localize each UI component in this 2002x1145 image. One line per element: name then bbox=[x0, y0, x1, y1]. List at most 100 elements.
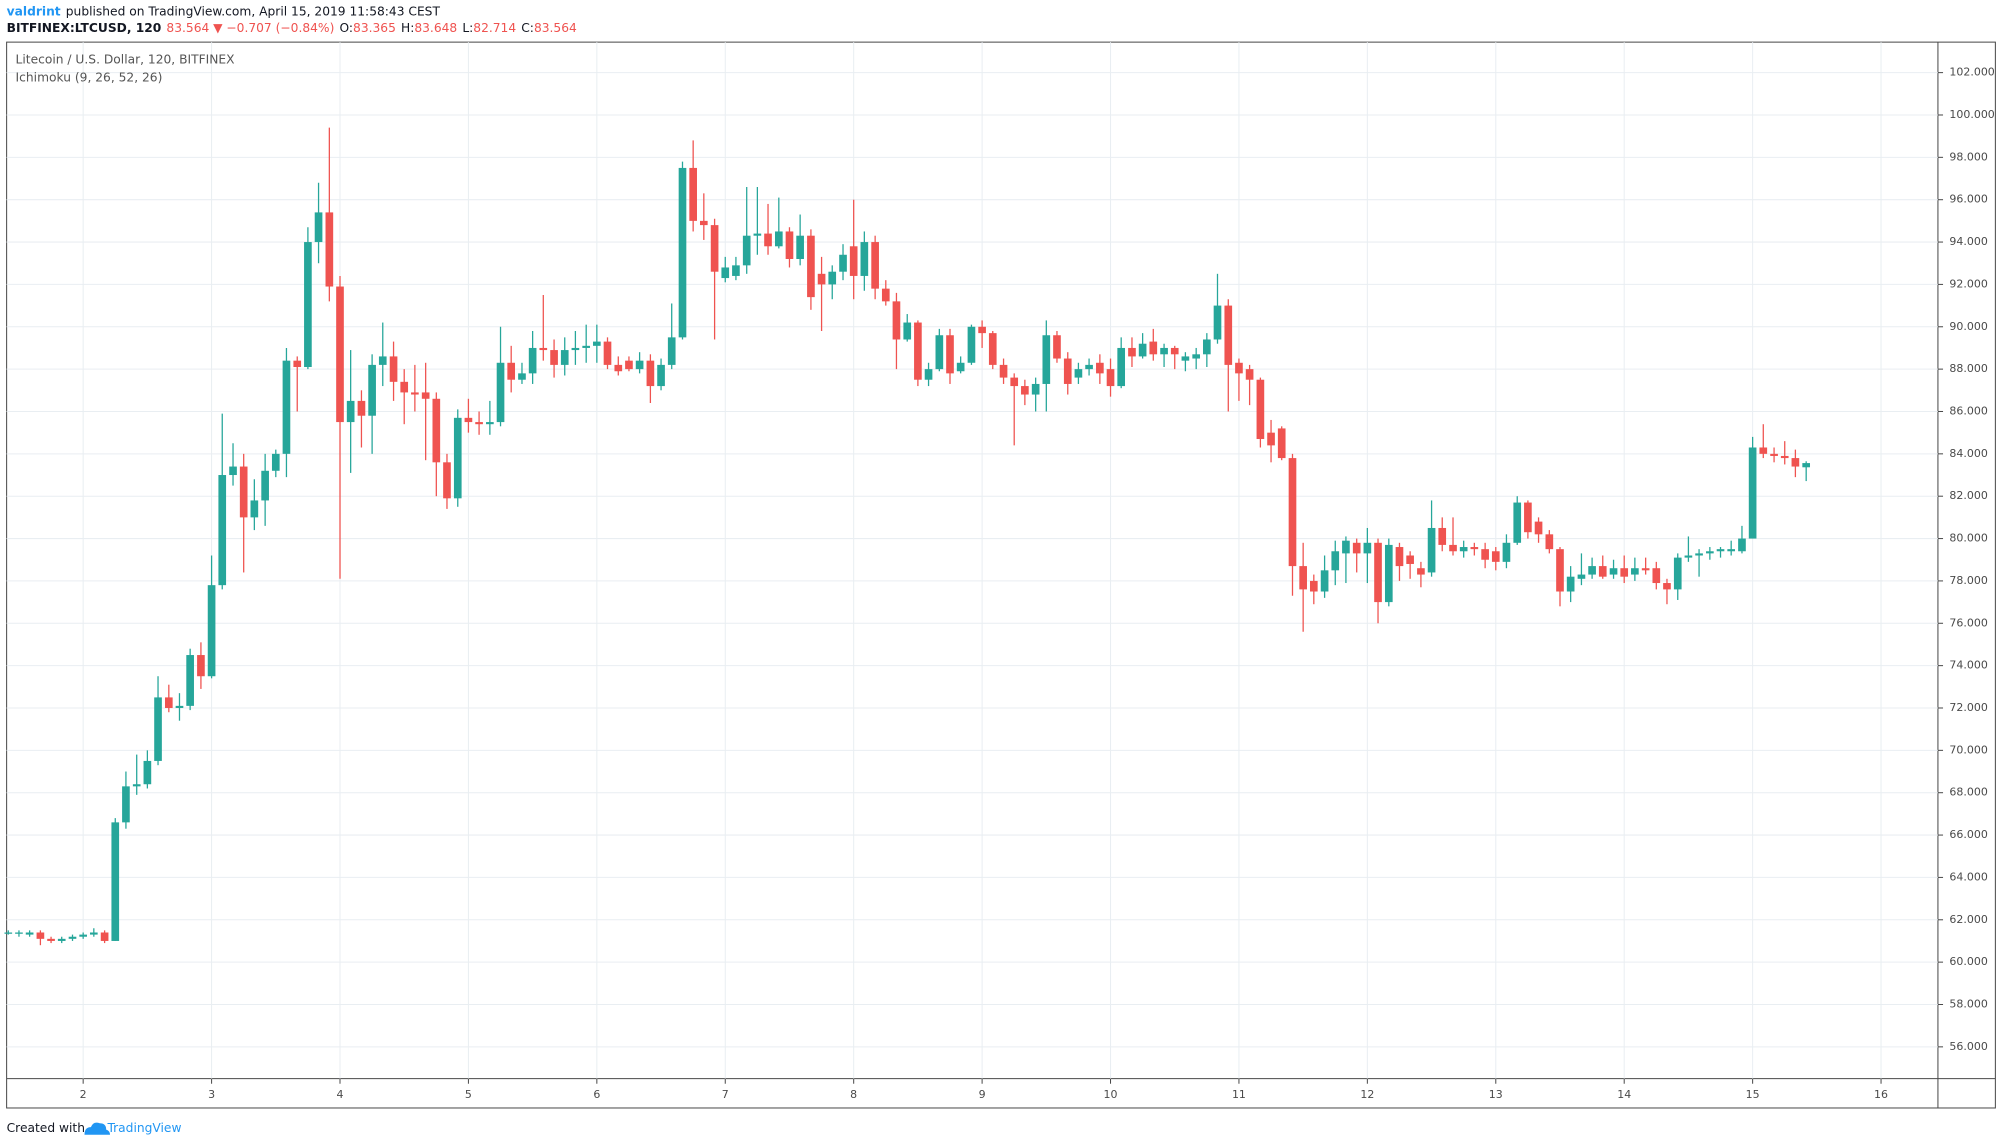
y-tick-label: 86.000 bbox=[1949, 404, 1987, 417]
candle-body bbox=[15, 932, 23, 934]
candle-body bbox=[1652, 568, 1661, 584]
candle-body bbox=[111, 822, 120, 941]
candle-body bbox=[186, 655, 194, 706]
x-tick-label: 13 bbox=[1489, 1088, 1503, 1101]
candle-body bbox=[625, 360, 633, 370]
y-tick-label: 100.000 bbox=[1949, 108, 1994, 121]
candle-body bbox=[507, 362, 516, 380]
candles bbox=[4, 127, 1811, 946]
x-tick-label: 2 bbox=[80, 1088, 87, 1101]
candle-body bbox=[1342, 540, 1350, 554]
candle-body bbox=[785, 231, 794, 259]
author[interactable]: valdrint bbox=[7, 4, 61, 18]
x-tick-label: 15 bbox=[1746, 1088, 1760, 1101]
y-tick-label: 60.000 bbox=[1949, 955, 1987, 968]
candle-body bbox=[1631, 568, 1639, 575]
y-tick-label: 70.000 bbox=[1949, 743, 1987, 756]
candle-body bbox=[1309, 580, 1318, 592]
candle-body bbox=[229, 466, 237, 476]
candle-body bbox=[1663, 583, 1671, 590]
candle-body bbox=[978, 326, 986, 334]
candle-body bbox=[400, 381, 409, 393]
candle-body bbox=[614, 364, 623, 372]
candle-body bbox=[1192, 354, 1201, 359]
candle-body bbox=[1170, 347, 1179, 355]
x-tick-label: 12 bbox=[1360, 1088, 1374, 1101]
candle-body bbox=[239, 466, 248, 518]
candle-body bbox=[368, 364, 376, 416]
candle-body bbox=[325, 212, 334, 287]
candle-body bbox=[1063, 358, 1072, 384]
candle-body bbox=[1117, 347, 1126, 387]
candle-body bbox=[1706, 551, 1714, 554]
candle-body bbox=[871, 242, 879, 289]
candle-body bbox=[1802, 463, 1811, 468]
candle-body bbox=[1395, 547, 1404, 567]
candle-body bbox=[36, 932, 45, 939]
candle-body bbox=[1470, 547, 1479, 550]
candle-body bbox=[1748, 447, 1757, 539]
candle-body bbox=[1427, 527, 1436, 573]
x-tick-label: 3 bbox=[208, 1088, 215, 1101]
candle-body bbox=[1556, 549, 1564, 592]
published: published on TradingView.com, April 15, … bbox=[66, 4, 441, 18]
candle-body bbox=[389, 356, 398, 382]
candle-body bbox=[25, 932, 34, 935]
candle-body bbox=[539, 347, 548, 351]
candle-body bbox=[678, 167, 687, 338]
candle-body bbox=[1417, 568, 1425, 575]
candle-body bbox=[411, 392, 419, 395]
ohlc-value: 83.564 bbox=[534, 21, 577, 35]
chart-title: Litecoin / U.S. Dollar, 120, BITFINEX bbox=[16, 52, 236, 66]
candle-body bbox=[122, 786, 130, 823]
x-tick-label: 4 bbox=[337, 1088, 344, 1101]
candle-body bbox=[1331, 551, 1340, 571]
ohlc-label: O: bbox=[339, 21, 353, 35]
candle-body bbox=[550, 350, 558, 365]
candle-body bbox=[764, 233, 772, 247]
candle-body bbox=[1609, 568, 1618, 575]
candle-body bbox=[1320, 570, 1329, 592]
candle-body bbox=[839, 254, 847, 272]
candle-body bbox=[1502, 542, 1511, 562]
candle-body bbox=[849, 246, 858, 276]
x-tick-label: 9 bbox=[979, 1088, 986, 1101]
y-tick-label: 102.000 bbox=[1949, 66, 1994, 79]
candle-body bbox=[357, 400, 366, 416]
candle-body bbox=[4, 932, 13, 934]
candle-body bbox=[154, 697, 162, 761]
candle-body bbox=[603, 341, 612, 365]
candle-body bbox=[1363, 542, 1372, 554]
candle-body bbox=[1074, 369, 1083, 378]
candle-body bbox=[271, 453, 280, 471]
ohlc-value: 82.714 bbox=[473, 21, 516, 35]
candle-body bbox=[1759, 447, 1768, 454]
symbol: BITFINEX:LTCUSD, 120 bbox=[7, 21, 162, 35]
candle-body bbox=[528, 347, 537, 374]
change: −0.707 (−0.84%) bbox=[226, 21, 334, 35]
candle-body bbox=[1352, 542, 1361, 554]
indicator: Ichimoku (9, 26, 52, 26) bbox=[16, 70, 163, 84]
candle-body bbox=[1106, 369, 1115, 387]
candle-body bbox=[304, 242, 312, 368]
candle-body bbox=[496, 362, 505, 423]
candle-body bbox=[1235, 362, 1243, 374]
candle-body bbox=[1791, 458, 1800, 467]
candle-body bbox=[999, 364, 1008, 378]
ohlc-value: 83.648 bbox=[414, 21, 457, 35]
candle-body bbox=[1288, 458, 1297, 567]
candle-body bbox=[314, 212, 323, 243]
y-tick-label: 76.000 bbox=[1949, 616, 1987, 629]
tv-logo[interactable]: TradingView bbox=[84, 1121, 181, 1135]
arrow: ▼ bbox=[213, 21, 223, 35]
candle-body bbox=[1245, 369, 1254, 380]
candle-body bbox=[635, 360, 644, 370]
candle-body bbox=[946, 335, 954, 374]
candle-body bbox=[1256, 379, 1265, 440]
candle-body bbox=[250, 500, 259, 518]
candle-body bbox=[1149, 341, 1158, 355]
x-tick-label: 14 bbox=[1617, 1088, 1631, 1101]
ohlc-label: C: bbox=[521, 21, 534, 35]
footer-brand[interactable]: TradingView bbox=[106, 1121, 181, 1135]
